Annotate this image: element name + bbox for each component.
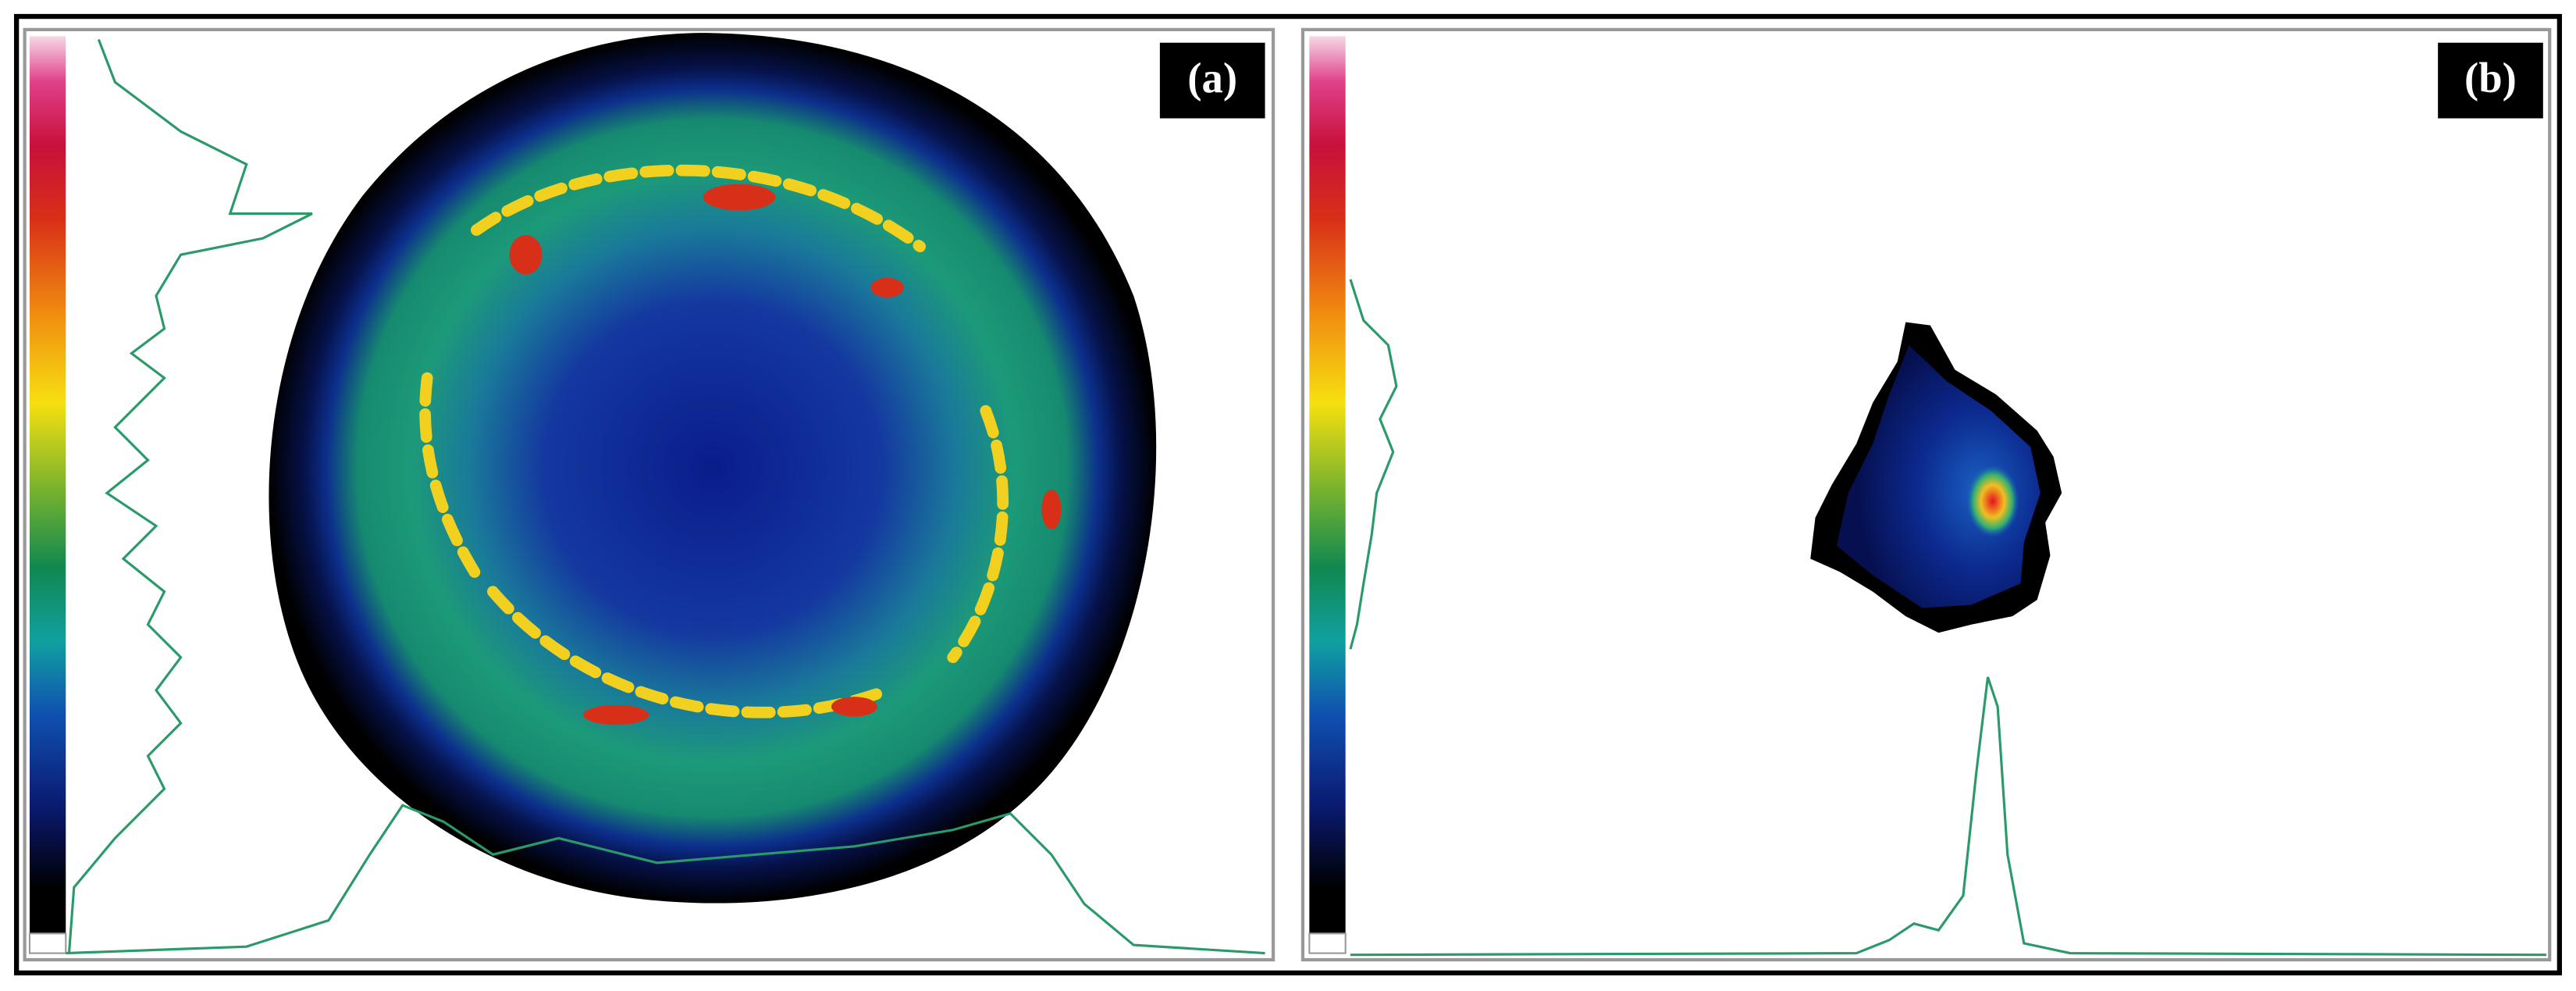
horizontal-profile <box>66 804 1265 955</box>
color-bar-end <box>1308 932 1347 954</box>
label-box <box>2438 42 2543 119</box>
color-bar-end <box>28 932 67 954</box>
panel-label: (a) <box>1187 54 1237 102</box>
vertical-profile <box>1349 279 1398 650</box>
panel-a: (a) <box>23 27 1276 962</box>
vertical-profile <box>67 38 313 954</box>
panel-b: (b) <box>1300 27 2552 962</box>
intensity-ring <box>419 164 1009 718</box>
color-bar <box>29 36 66 954</box>
horizontal-profile <box>1350 676 2547 957</box>
label-box <box>1159 42 1265 119</box>
beam-profile <box>269 33 1157 904</box>
color-bar <box>1309 36 1346 954</box>
panel-label: (b) <box>2464 54 2517 102</box>
hot-spot <box>1966 465 2019 538</box>
hot-spots <box>509 184 1062 725</box>
beam-profile <box>1836 344 2041 608</box>
